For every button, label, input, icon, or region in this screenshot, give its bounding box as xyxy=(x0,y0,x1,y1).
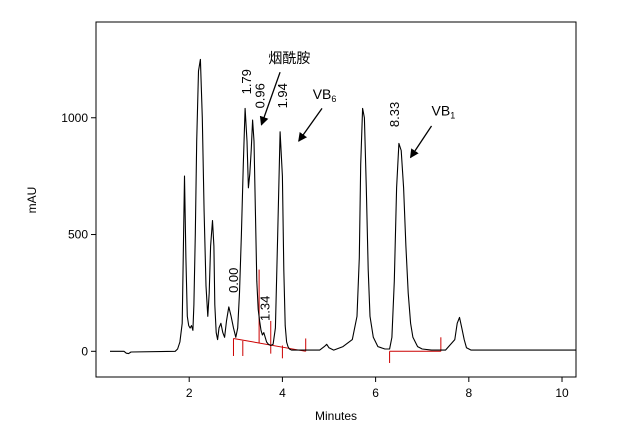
x-axis-label: Minutes xyxy=(315,409,357,423)
x-tick-label: 8 xyxy=(465,386,472,400)
y-tick-label: 0 xyxy=(81,344,88,358)
annotation-arrow xyxy=(410,125,433,159)
annotation-text: VB xyxy=(313,86,332,102)
annotation-label: 烟酰胺 xyxy=(268,50,310,66)
series-line-0 xyxy=(110,58,576,355)
annotation-label: VB6 xyxy=(313,86,337,104)
peak-label: 1.34 xyxy=(257,296,272,321)
integration-markers xyxy=(232,269,442,363)
annotation-text: VB xyxy=(432,102,451,118)
annotation-subscript: 6 xyxy=(331,94,336,104)
y-axis-ticks: 0 500 1000 xyxy=(61,111,96,358)
peak-label: 0.96 xyxy=(253,83,268,108)
annotation-label: VB1 xyxy=(432,102,456,120)
peak-label: 0.00 xyxy=(226,268,241,293)
chromatogram-series xyxy=(110,58,576,355)
annotation-arrow xyxy=(298,108,323,142)
y-axis-label: mAU xyxy=(25,187,39,214)
plot-frame xyxy=(95,21,577,378)
annotation-subscript: 1 xyxy=(450,110,455,120)
peak-label: 1.94 xyxy=(275,83,290,108)
peak-labels: 0.00 1.34 1.790.96 1.94 8.33 xyxy=(226,69,402,321)
peak-label: 8.33 xyxy=(387,102,402,127)
x-tick-label: 2 xyxy=(186,386,193,400)
x-tick-label: 4 xyxy=(279,386,286,400)
peak-label: 1.79 xyxy=(239,69,254,94)
y-tick-label: 1000 xyxy=(61,111,88,125)
y-tick-label: 500 xyxy=(68,228,88,242)
x-axis-ticks: 2 4 6 8 10 xyxy=(186,377,569,400)
annotation-arrow xyxy=(259,71,281,126)
annotation-text: 烟酰胺 xyxy=(268,50,310,66)
x-tick-label: 10 xyxy=(555,386,569,400)
x-tick-label: 6 xyxy=(372,386,379,400)
